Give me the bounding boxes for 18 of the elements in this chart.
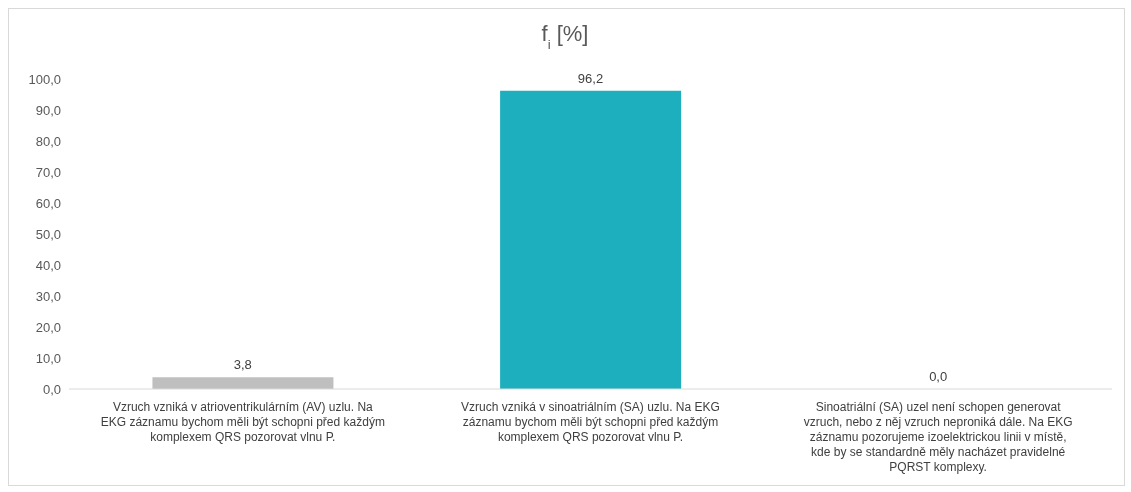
x-tick-label: Vzruch vzniká v atrioventrikulárním (AV) uzlu. Na EKG záznamu bychom měli být schopni před každým komplexem QRS pozorovat vlnu P. (100, 400, 385, 444)
y-tick-label: 30,0 (35, 288, 61, 304)
data-label: 96,2 (577, 70, 604, 86)
x-tick-label: Sinoatriální (SA) uzel není schopen generovat vzruch, nebo z něj vzruch neproniká dále. Na EKG záznamu pozorujeme izoelektrickou linii v místě, kde by se standardně měly nacházet pravidelné PQRST komplexy. (803, 400, 1073, 474)
y-tick-label: 70,0 (35, 164, 61, 180)
y-tick-label: 10,0 (35, 350, 61, 366)
y-tick-label: 90,0 (35, 102, 61, 118)
y-tick-label: 60,0 (35, 195, 61, 211)
chart-title: f$_{i}$ [%] (541, 21, 589, 52)
y-tick-label: 0,0 (42, 381, 61, 397)
y-tick-label: 80,0 (35, 133, 61, 149)
data-label: 3,8 (233, 357, 252, 373)
y-tick-label: 50,0 (35, 226, 61, 242)
data-label: 0,0 (929, 369, 948, 384)
y-tick-label: 100,0 (28, 71, 61, 87)
x-tick-label: Vzruch vzniká v sinoatriálním (SA) uzlu. Na EKG záznamu bychom měli být schopni před každým komplexem QRS pozorovat vlnu P. (461, 400, 720, 444)
y-tick-label: 40,0 (35, 257, 61, 273)
y-tick-label: 20,0 (35, 319, 61, 335)
